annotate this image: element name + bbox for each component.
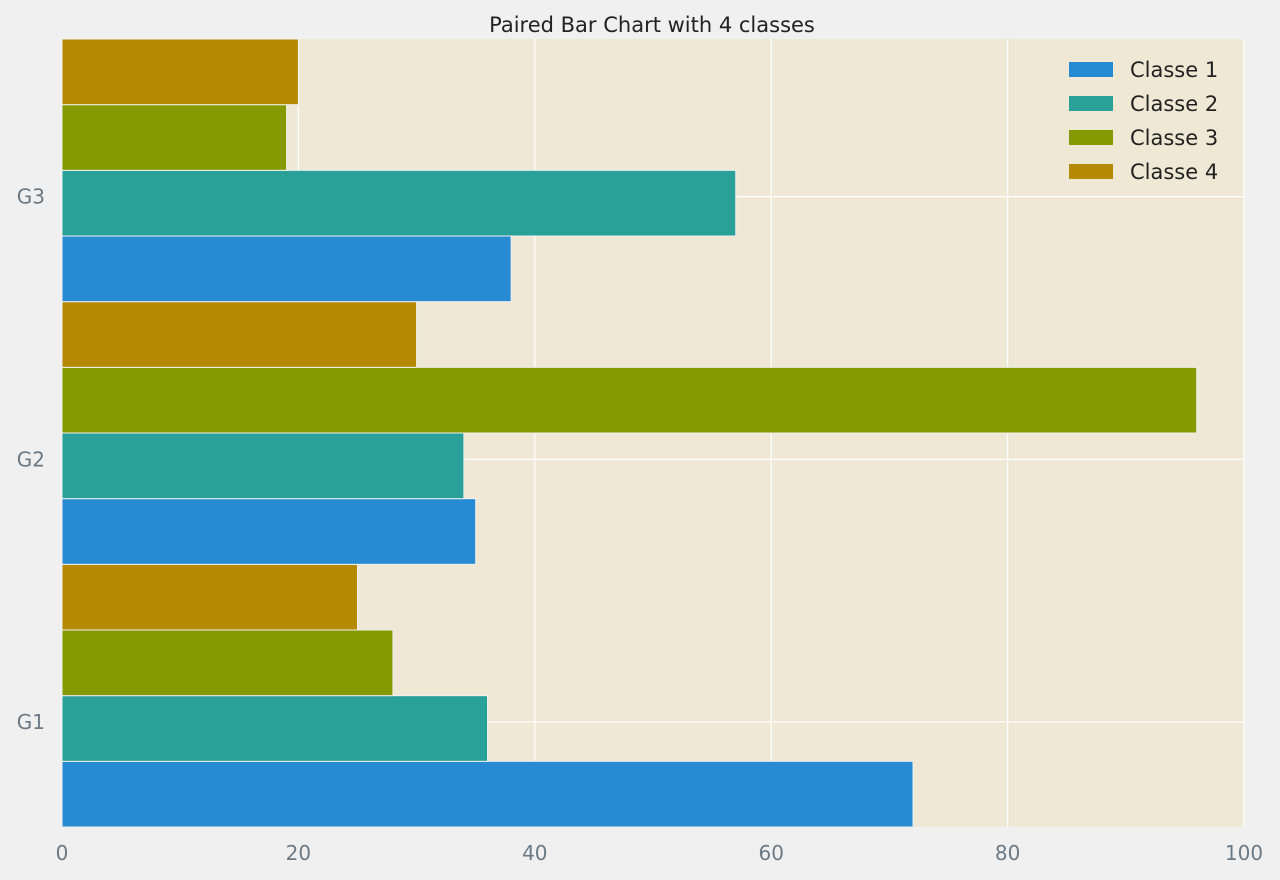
bars <box>61 38 1198 828</box>
legend-label-1: Classe 1 <box>1130 58 1218 82</box>
legend-swatch-1 <box>1069 62 1113 77</box>
bar-g3-series-1 <box>61 235 512 303</box>
bar-g1-series-1 <box>61 760 914 828</box>
legend-item-1: Classe 1 <box>1069 58 1218 82</box>
x-tick-label-1: 20 <box>286 841 311 865</box>
bar-g1-series-3 <box>61 629 394 697</box>
bar-g1-series-4 <box>61 563 358 631</box>
bar-g3-series-2 <box>61 169 737 237</box>
legend-item-2: Classe 2 <box>1069 92 1218 116</box>
x-tick-label-2: 40 <box>522 841 547 865</box>
y-tick-label-g1: G1 <box>17 710 45 734</box>
x-tick-label-4: 80 <box>995 841 1020 865</box>
legend-swatch-2 <box>1069 96 1113 111</box>
bar-g2-series-3 <box>61 366 1198 434</box>
legend-swatch-4 <box>1069 164 1113 179</box>
bar-g2-series-2 <box>61 432 465 500</box>
y-tick-label-g3: G3 <box>17 185 45 209</box>
y-axis-ticks: G1 G2 G3 <box>17 185 45 734</box>
x-tick-label-3: 60 <box>758 841 783 865</box>
legend-label-2: Classe 2 <box>1130 92 1218 116</box>
legend-label-4: Classe 4 <box>1130 160 1218 184</box>
legend-item-3: Classe 3 <box>1069 126 1218 150</box>
y-tick-label-g2: G2 <box>17 447 45 471</box>
bar-g3-series-3 <box>61 104 288 171</box>
legend: Classe 1 Classe 2 Classe 3 Classe 4 <box>1069 58 1218 184</box>
bar-g2-series-4 <box>61 301 418 368</box>
bar-g2-series-1 <box>61 498 477 565</box>
legend-label-3: Classe 3 <box>1130 126 1218 150</box>
bar-g3-series-4 <box>61 38 299 106</box>
x-tick-label-0: 0 <box>56 841 69 865</box>
legend-swatch-3 <box>1069 130 1113 145</box>
x-axis-ticks: 0 20 40 60 80 100 <box>56 841 1263 865</box>
chart-title: Paired Bar Chart with 4 classes <box>489 13 815 37</box>
bar-g1-series-2 <box>61 695 489 762</box>
x-tick-label-5: 100 <box>1225 841 1263 865</box>
legend-item-4: Classe 4 <box>1069 160 1218 184</box>
